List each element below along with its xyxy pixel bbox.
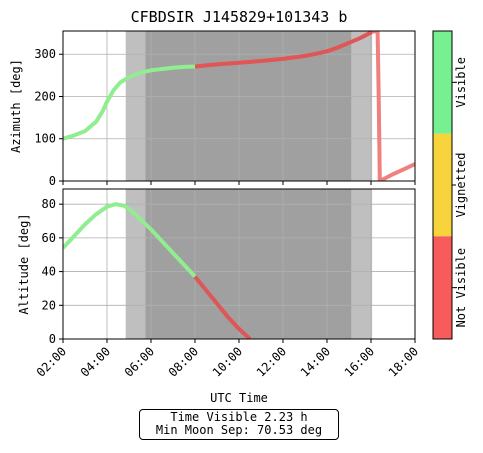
xtick-label: 18:00	[386, 344, 421, 379]
chart-title: CFBDSIR J145829+101343 b	[131, 8, 348, 26]
visibility-colorbar: Visible Vignetted Not Visible	[432, 30, 468, 340]
azimuth-series-not-visible-outside-night	[371, 31, 415, 181]
colorbar-label-not-visible: Not Visible	[454, 248, 468, 327]
altitude-ytick-label: 0	[49, 332, 56, 346]
colorbar-segment-vignetted	[433, 133, 452, 237]
xtick-label: 06:00	[122, 344, 157, 379]
altitude-ytick-label: 60	[42, 231, 56, 245]
altitude-series	[63, 202, 252, 339]
altitude-panel: 0 20 40 60 80 02:00 04:00 06:00 08:00 10:00 12:00…	[17, 188, 421, 405]
altitude-ytick-label: 80	[42, 197, 56, 211]
azimuth-y-axis-label: Azimuth [deg]	[9, 59, 23, 153]
azimuth-series-not-visible	[194, 31, 374, 69]
xtick-label: 14:00	[298, 344, 333, 379]
azimuth-series-visible	[63, 64, 196, 141]
colorbar-segment-visible	[433, 31, 452, 134]
altitude-ytick-label: 40	[42, 265, 56, 279]
xtick-label: 08:00	[166, 344, 201, 379]
altitude-series-visible	[63, 202, 197, 278]
colorbar-label-visible: Visible	[454, 57, 468, 108]
colorbar-segment-not-visible	[433, 236, 452, 339]
time-visible-text: Time Visible 2.23 h	[170, 410, 308, 424]
azimuth-ytick-label: 0	[49, 174, 56, 188]
info-box: Time Visible 2.23 h Min Moon Sep: 70.53 …	[139, 409, 339, 440]
azimuth-series	[63, 31, 415, 181]
azimuth-night-band-1	[145, 31, 352, 181]
xtick-label: 02:00	[34, 344, 69, 379]
xtick-label: 12:00	[254, 344, 289, 379]
moon-separation-text: Min Moon Sep: 70.53 deg	[155, 423, 323, 437]
azimuth-ytick-label: 200	[34, 89, 56, 103]
colorbar-frame	[432, 30, 453, 340]
x-axis-label: UTC Time	[210, 391, 268, 405]
azimuth-panel: 0 100 200 300 Azimuth [deg]	[9, 30, 416, 188]
colorbar-label-vignetted: Vignetted	[454, 152, 468, 217]
xtick-label: 16:00	[342, 344, 377, 379]
altitude-night-band-1	[145, 189, 352, 339]
altitude-y-axis-label: Altitude [deg]	[17, 213, 31, 314]
altitude-ytick-label: 20	[42, 298, 56, 312]
azimuth-ytick-label: 300	[34, 47, 56, 61]
xtick-label: 04:00	[78, 344, 113, 379]
azimuth-ytick-label: 100	[34, 132, 56, 146]
altitude-series-not-visible	[193, 275, 252, 339]
xtick-label: 10:00	[210, 344, 245, 379]
